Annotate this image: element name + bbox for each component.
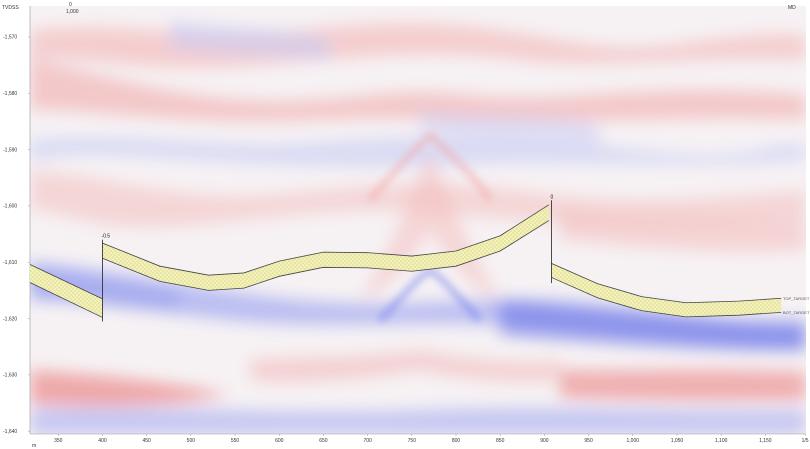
x-tick-label: 1,000 (627, 438, 640, 444)
fault-lines[interactable]: -0.5 0 (101, 194, 553, 322)
x-tick-label: 700 (363, 438, 372, 444)
x-tick-label: 1/5 (802, 438, 809, 444)
x-tick-label: 1,150 (759, 438, 772, 444)
x-tick-label: 1,050 (671, 438, 684, 444)
x-tick-label: 650 (319, 438, 328, 444)
x-tick-label: 500 (187, 438, 196, 444)
y-tick-label: -1,590 (3, 147, 17, 153)
surface-name-label: TOP_TARGET (783, 296, 810, 301)
x-axis-title: MD (788, 5, 796, 11)
y-tick-label: -1,570 (3, 35, 17, 41)
top-left-label: 1,000 (66, 9, 79, 15)
target-zone-bands[interactable] (29, 204, 782, 318)
top-left-marker: 0 (69, 2, 72, 8)
y-tick-label: -1,610 (3, 260, 17, 266)
target-zone-segment[interactable] (30, 264, 103, 318)
x-tick-label: 800 (452, 438, 461, 444)
y-tick-label: -1,640 (3, 429, 17, 435)
x-tick-label: 950 (584, 438, 593, 444)
y-tick-label: -1,600 (3, 204, 17, 210)
x-tick-label: 350 (54, 438, 63, 444)
y-tick-label: -1,630 (3, 373, 17, 379)
top-target-horizon[interactable] (102, 204, 550, 276)
fault-throw-label: -0.5 (101, 234, 110, 240)
x-tick-label: 900 (540, 438, 549, 444)
y-tick-label: -1,620 (3, 316, 17, 322)
x-tick-label: 400 (98, 438, 107, 444)
top-target-horizon[interactable] (551, 262, 782, 304)
y-axis-title: TVDSS (2, 5, 19, 11)
seismic-amplitude-image (30, 6, 806, 434)
bot-target-horizon[interactable] (551, 277, 782, 318)
bottom-left-unit: m (32, 443, 36, 449)
x-tick-label: 450 (142, 438, 151, 444)
x-tick-label: 750 (408, 438, 417, 444)
y-axis-ticks: -1,570 -1,580 -1,590 -1,600 -1,610 -1,620 -1,6… (3, 35, 30, 435)
x-tick-label: 550 (231, 438, 240, 444)
surface-labels: TOP_TARGET BOT_TARGET (783, 296, 810, 315)
bot-target-horizon[interactable] (29, 282, 103, 318)
x-axis-ticks: 350 400 450 500 550 600 650 700 750 800 850 900 950 1… (54, 434, 809, 444)
x-tick-label: 600 (275, 438, 284, 444)
x-tick-label: 1,100 (715, 438, 728, 444)
x-tick-label: 850 (496, 438, 505, 444)
target-zone-segment[interactable] (551, 263, 782, 317)
top-target-horizon[interactable] (29, 264, 103, 300)
surface-name-label: BOT_TARGET (783, 310, 810, 315)
bot-target-horizon[interactable] (102, 220, 550, 291)
y-tick-label: -1,580 (3, 91, 17, 97)
fault-throw-label: 0 (550, 194, 553, 200)
